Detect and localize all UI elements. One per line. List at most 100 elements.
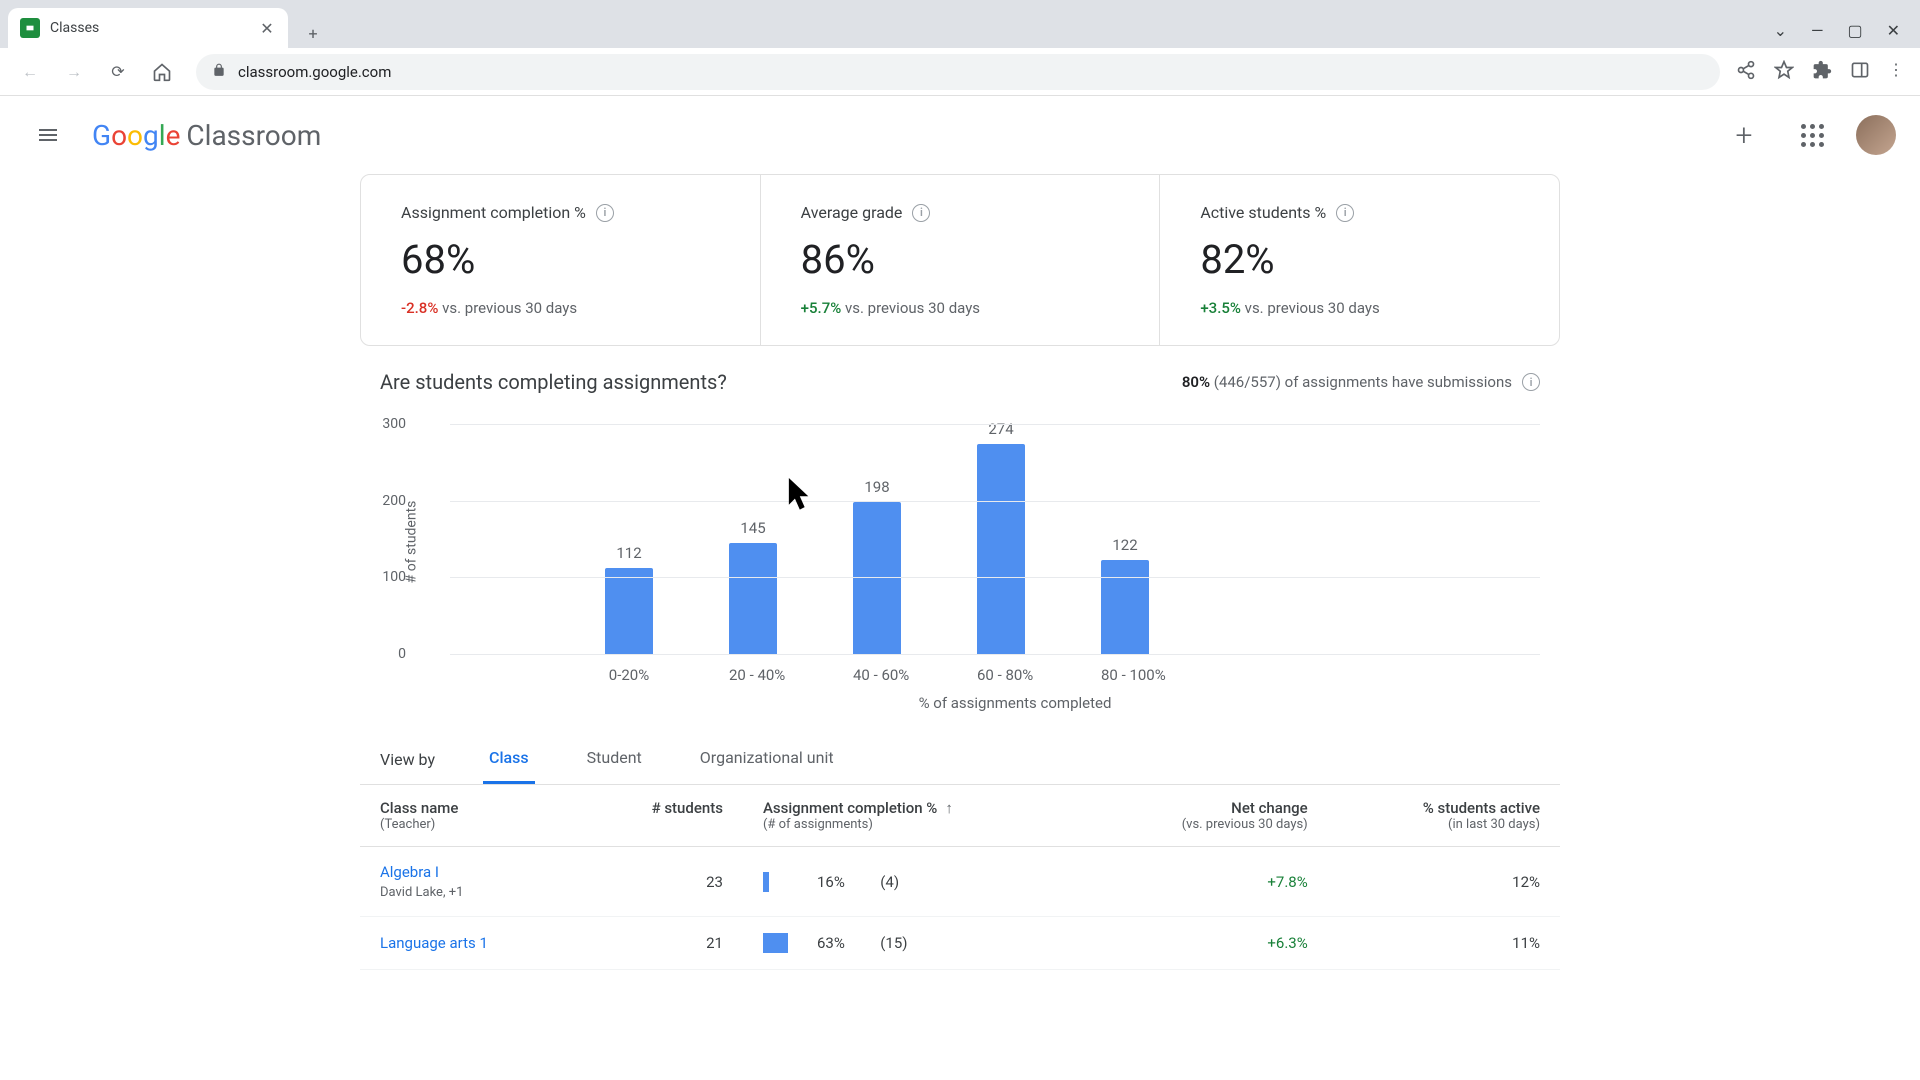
bar — [1101, 560, 1149, 654]
chart-section: Are students completing assignments? 80%… — [360, 358, 1560, 716]
bar-value-label: 112 — [616, 544, 641, 562]
bar-4: 122 — [1101, 536, 1149, 654]
browser-tab[interactable]: Classes ✕ — [8, 8, 288, 48]
bar — [977, 444, 1025, 654]
kpi-value: 86% — [801, 236, 1120, 283]
view-by-tabs: View by ClassStudentOrganizational unit — [360, 716, 1560, 785]
completion-bar — [763, 933, 788, 953]
tab-class[interactable]: Class — [483, 734, 535, 784]
active-pct: 11% — [1328, 917, 1560, 970]
net-change: +6.3% — [1267, 934, 1307, 952]
user-avatar[interactable] — [1856, 115, 1896, 155]
chevron-down-icon[interactable]: ⌄ — [1774, 21, 1787, 40]
completion-bar — [763, 872, 769, 892]
kpi-delta: -2.8% — [401, 299, 438, 317]
column-header[interactable]: % students active(in last 30 days) — [1328, 785, 1560, 847]
column-header[interactable]: Net change(vs. previous 30 days) — [1083, 785, 1328, 847]
chart-title: Are students completing assignments? — [380, 370, 727, 394]
kpi-delta: +3.5% — [1200, 299, 1241, 317]
completion-pct: 63% — [817, 934, 845, 952]
bar-chart: # of students 0100200300 112145198274122… — [380, 424, 1540, 704]
info-icon[interactable]: i — [1336, 204, 1354, 222]
browser-tab-strip: Classes ✕ + ⌄ — ▢ ✕ — [0, 0, 1920, 48]
completion-count: (4) — [880, 873, 899, 891]
x-tick: 20 - 40% — [729, 666, 777, 684]
gridline — [450, 577, 1540, 578]
active-pct: 12% — [1328, 847, 1560, 917]
x-tick: 40 - 60% — [853, 666, 901, 684]
y-tick: 0 — [398, 646, 406, 662]
tab-close-icon[interactable]: ✕ — [258, 19, 276, 37]
sidepanel-icon[interactable] — [1850, 60, 1870, 84]
share-icon[interactable] — [1736, 60, 1756, 84]
column-header[interactable]: # students — [578, 785, 743, 847]
new-tab-button[interactable]: + — [298, 18, 328, 48]
forward-button[interactable]: → — [56, 54, 92, 90]
bar-0: 112 — [605, 544, 653, 654]
x-axis-label: % of assignments completed — [440, 694, 1540, 712]
tab-title: Classes — [50, 20, 248, 36]
google-apps-icon[interactable] — [1792, 115, 1832, 155]
kpi-0: Assignment completion %i 68% -2.8% vs. p… — [361, 175, 761, 345]
kpi-label: Average grade — [801, 203, 903, 222]
bar — [729, 543, 777, 654]
bar-value-label: 145 — [740, 519, 765, 537]
class-link[interactable]: Language arts 1 — [380, 934, 558, 952]
classes-table: Class name(Teacher)# studentsAssignment … — [360, 785, 1560, 970]
students-count: 23 — [578, 847, 743, 917]
gridline — [450, 424, 1540, 425]
gridline — [450, 654, 1540, 655]
completion-pct: 16% — [817, 873, 845, 891]
bar-3: 274 — [977, 420, 1025, 654]
net-change: +7.8% — [1267, 873, 1307, 891]
x-tick: 80 - 100% — [1101, 666, 1149, 684]
reload-button[interactable]: ⟳ — [100, 54, 136, 90]
kpi-2: Active students % i 82% +3.5% vs. previou… — [1160, 175, 1559, 345]
info-icon[interactable]: i — [1522, 373, 1540, 391]
google-wordmark: Google — [92, 119, 180, 152]
x-tick: 60 - 80% — [977, 666, 1025, 684]
menu-dots-icon[interactable]: ⋮ — [1888, 60, 1904, 84]
table-row[interactable]: Language arts 1 21 63% (15) +6.3% 11% — [360, 917, 1560, 970]
classroom-favicon — [20, 18, 40, 38]
teacher-name: David Lake, +1 — [380, 885, 558, 900]
tab-student[interactable]: Student — [581, 734, 648, 784]
bar-2: 198 — [853, 478, 901, 654]
back-button[interactable]: ← — [12, 54, 48, 90]
students-count: 21 — [578, 917, 743, 970]
chart-subtitle: 80% (446/557) of assignments have submis… — [1182, 373, 1540, 391]
y-tick: 200 — [382, 493, 406, 509]
y-tick: 300 — [382, 416, 406, 432]
minimize-icon[interactable]: — — [1811, 21, 1824, 40]
extensions-icon[interactable] — [1812, 60, 1832, 84]
app-header: Google Classroom + — [0, 96, 1920, 174]
completion-count: (15) — [880, 934, 907, 952]
class-link[interactable]: Algebra I — [380, 863, 558, 881]
kpi-label: Active students % — [1200, 203, 1326, 222]
bar-1: 145 — [729, 519, 777, 654]
x-tick: 0-20% — [605, 666, 653, 684]
kpi-value: 82% — [1200, 236, 1519, 283]
hamburger-menu-icon[interactable] — [24, 111, 72, 159]
info-icon[interactable]: i — [596, 204, 614, 222]
close-window-icon[interactable]: ✕ — [1887, 21, 1900, 40]
bar-value-label: 198 — [864, 478, 889, 496]
kpi-label: Assignment completion % — [401, 203, 586, 222]
bar — [605, 568, 653, 654]
url-text: classroom.google.com — [238, 63, 391, 81]
kpi-vs: vs. previous 30 days — [1245, 299, 1380, 317]
kpi-delta: +5.7% — [801, 299, 842, 317]
column-header[interactable]: Assignment completion %↑(# of assignment… — [743, 785, 1083, 847]
tab-organizational-unit[interactable]: Organizational unit — [694, 734, 840, 784]
bookmark-icon[interactable] — [1774, 60, 1794, 84]
home-button[interactable] — [144, 54, 180, 90]
maximize-icon[interactable]: ▢ — [1847, 21, 1862, 40]
create-button[interactable]: + — [1720, 111, 1768, 159]
address-bar[interactable]: classroom.google.com — [196, 54, 1720, 90]
kpi-1: Average gradei 86% +5.7% vs. previous 30… — [761, 175, 1161, 345]
google-classroom-logo[interactable]: Google Classroom — [92, 119, 321, 152]
info-icon[interactable]: i — [912, 204, 930, 222]
table-row[interactable]: Algebra I David Lake, +1 23 16% (4) +7.8%… — [360, 847, 1560, 917]
column-header[interactable]: Class name(Teacher) — [360, 785, 578, 847]
kpi-value: 68% — [401, 236, 720, 283]
